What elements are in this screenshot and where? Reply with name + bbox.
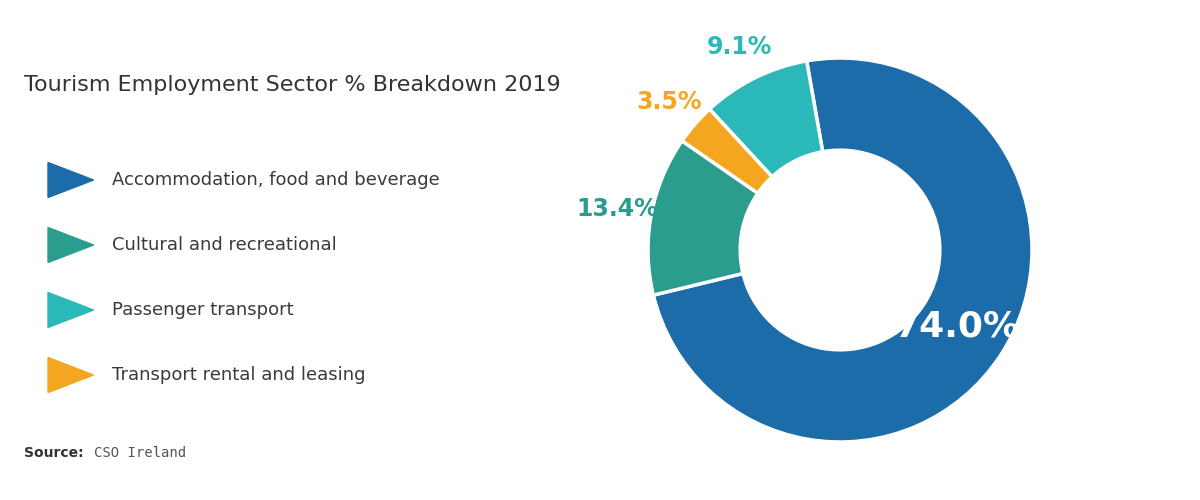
Text: Source:: Source:: [24, 446, 84, 460]
Text: Passenger transport: Passenger transport: [112, 301, 293, 319]
Text: Transport rental and leasing: Transport rental and leasing: [112, 366, 365, 384]
Text: CSO Ireland: CSO Ireland: [94, 446, 186, 460]
Text: 9.1%: 9.1%: [707, 35, 772, 59]
Text: Accommodation, food and beverage: Accommodation, food and beverage: [112, 171, 439, 189]
Text: 74.0%: 74.0%: [895, 310, 1020, 344]
Text: Tourism Employment Sector % Breakdown 2019: Tourism Employment Sector % Breakdown 20…: [24, 75, 560, 95]
Wedge shape: [682, 109, 773, 193]
Text: 13.4%: 13.4%: [576, 196, 658, 220]
Wedge shape: [648, 141, 758, 295]
Wedge shape: [653, 58, 1032, 442]
Wedge shape: [709, 61, 823, 176]
Text: Cultural and recreational: Cultural and recreational: [112, 236, 336, 254]
Text: 3.5%: 3.5%: [636, 90, 702, 114]
